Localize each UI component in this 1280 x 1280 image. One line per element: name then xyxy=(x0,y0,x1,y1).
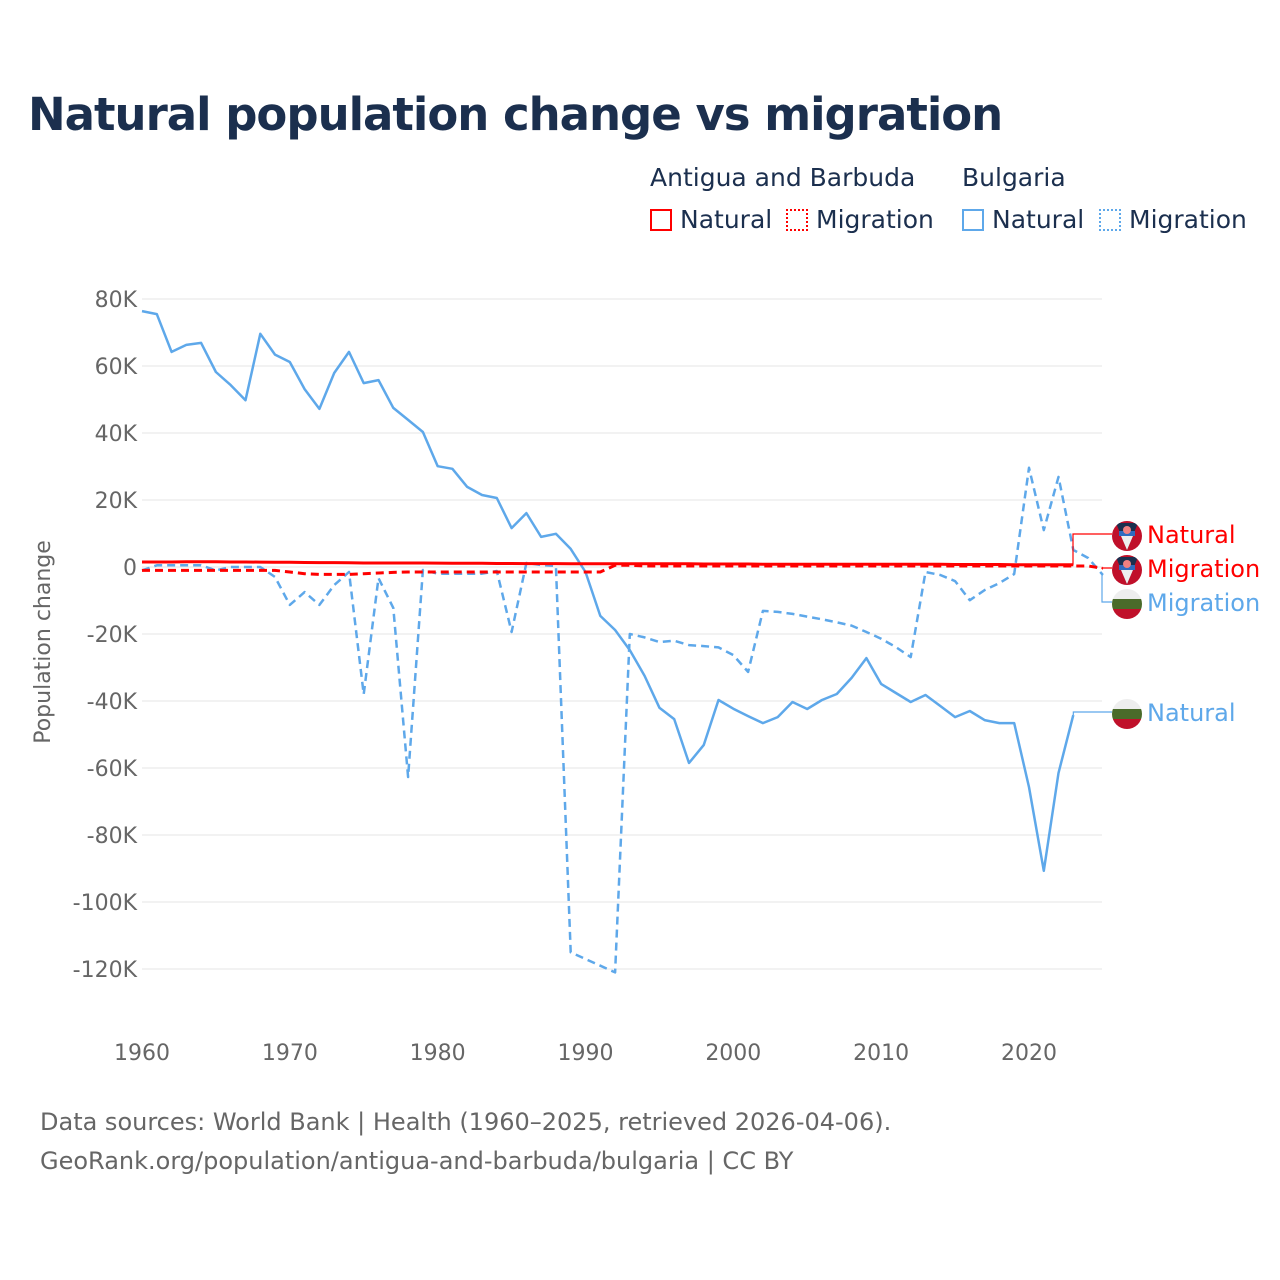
flag-icon-antigua xyxy=(1112,521,1142,551)
y-tick-label: 20K xyxy=(95,489,138,514)
y-tick-label: 60K xyxy=(95,355,138,380)
end-label: Natural xyxy=(1147,699,1236,727)
y-tick-label: -120K xyxy=(73,958,138,983)
x-tick-label: 2020 xyxy=(1001,1041,1057,1066)
flag-sun xyxy=(1123,560,1131,568)
y-tick-label: -80K xyxy=(87,824,138,849)
footer-sources: Data sources: World Bank | Health (1960–… xyxy=(40,1108,892,1136)
legend-label: Natural xyxy=(680,205,773,234)
flag-stripe-green xyxy=(1112,709,1142,719)
flag-stripe-green xyxy=(1112,599,1142,609)
leader-line xyxy=(1072,533,1112,566)
flag-sun xyxy=(1123,526,1131,534)
series-line-bulgaria-migration xyxy=(141,466,1104,974)
footer-url[interactable]: GeoRank.org/population/antigua-and-barbu… xyxy=(40,1147,794,1175)
series-line-antigua-and-barbuda-migration xyxy=(142,563,1104,576)
legend-group-antigua: Antigua and Barbuda xyxy=(650,163,916,192)
leader-line xyxy=(1101,574,1112,603)
end-label: Migration xyxy=(1147,589,1260,617)
end-label: Migration xyxy=(1147,555,1260,583)
legend-group-bulgaria: Bulgaria xyxy=(962,163,1066,192)
legend-label: Natural xyxy=(992,205,1085,234)
y-axis-label: Population change xyxy=(31,540,56,744)
y-tick-label: -20K xyxy=(87,623,138,648)
legend-label: Migration xyxy=(1129,205,1247,234)
x-tick-label: 1990 xyxy=(557,1041,613,1066)
y-tick-label: 0 xyxy=(123,556,137,581)
legend-bulgaria-migration[interactable]: Migration xyxy=(1099,205,1247,234)
flag-triangle-white xyxy=(1121,570,1133,584)
legend-bulgaria-natural[interactable]: Natural xyxy=(962,205,1084,234)
y-tick-label: -60K xyxy=(87,757,138,782)
x-tick-label: 1960 xyxy=(114,1041,170,1066)
legend-swatch-solid xyxy=(962,208,984,231)
end-label: Natural xyxy=(1147,521,1236,549)
y-tick-label: -100K xyxy=(73,891,138,916)
legend-label: Migration xyxy=(816,205,934,234)
leader-line xyxy=(1072,711,1112,716)
legend-antigua-migration[interactable]: Migration xyxy=(786,205,934,234)
x-tick-label: 2010 xyxy=(853,1041,909,1066)
chart-title: Natural population change vs migration xyxy=(28,88,1003,141)
x-tick-label: 1970 xyxy=(262,1041,318,1066)
series-line-antigua-and-barbuda-natural xyxy=(142,560,1074,567)
x-tick-label: 2000 xyxy=(705,1041,761,1066)
series-line-bulgaria-natural xyxy=(141,309,1075,873)
legend-swatch-dotted xyxy=(786,208,808,231)
x-tick-label: 1980 xyxy=(410,1041,466,1066)
flag-icon-antigua xyxy=(1112,555,1142,585)
y-tick-label: -40K xyxy=(87,690,138,715)
legend-swatch-solid xyxy=(650,208,672,231)
y-tick-label: 80K xyxy=(95,288,138,313)
flag-stripe-white xyxy=(1112,589,1142,599)
flag-icon-bulgaria xyxy=(1112,589,1142,619)
legend-antigua-natural[interactable]: Natural xyxy=(650,205,772,234)
flag-triangle-white xyxy=(1121,536,1133,550)
flag-stripe-red xyxy=(1112,609,1142,619)
flag-stripe-white xyxy=(1112,699,1142,709)
y-tick-label: 40K xyxy=(95,422,138,447)
legend-swatch-dotted xyxy=(1099,208,1121,231)
flag-icon-bulgaria xyxy=(1112,699,1142,729)
flag-stripe-red xyxy=(1112,719,1142,729)
